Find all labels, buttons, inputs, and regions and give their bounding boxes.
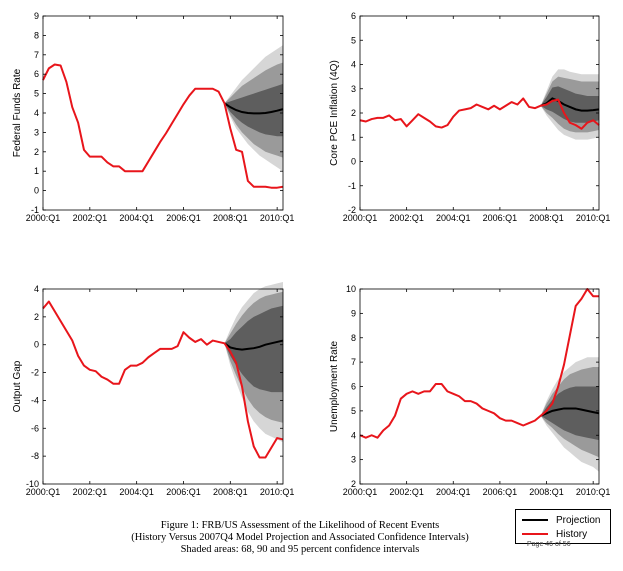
core-pce-ylabel: Core PCE Inflation (4Q): [329, 60, 340, 166]
unemployment-ytick-label: 4: [351, 430, 356, 440]
core-pce-projection-line: [540, 97, 600, 112]
legend-label-projection: Projection: [556, 514, 601, 526]
caption-line-1: Figure 1: FRB/US Assessment of the Likel…: [160, 520, 440, 531]
unemployment-xtick-label: 2002:Q1: [389, 487, 424, 497]
chart-unemployment: 2 3 4 5 6 7 8 9 10 2000:Q1 2002:Q1 2004:Q1 2006:Q1 20…: [329, 284, 610, 497]
output-gap-ytick-label: 4: [34, 284, 39, 294]
core-pce-ytick-label: 5: [351, 35, 356, 45]
core-pce-ytick-label: 4: [351, 60, 356, 70]
fed-funds-xtick-label: 2006:Q1: [166, 213, 201, 223]
unemployment-xtick-label: 2004:Q1: [436, 487, 471, 497]
unemployment-ylabel: Unemployment Rate: [329, 340, 340, 432]
output-gap-xtick-label: 2010:Q1: [260, 487, 295, 497]
unemployment-ytick-label: 7: [351, 357, 356, 367]
output-gap-axes-frame: [42, 288, 284, 485]
unemployment-xtick-label: 2006:Q1: [483, 487, 518, 497]
unemployment-ytick-label: 2: [351, 479, 356, 489]
output-gap-ytick-label: -2: [31, 368, 39, 378]
core-pce-xtick-label: 2002:Q1: [389, 213, 424, 223]
core-pce-xtick-label: 2004:Q1: [436, 213, 471, 223]
chart-output-gap: -10 -8 -6 -4 -2 0 2 4 2000:Q1 2002:Q1 2004:Q1 2006:…: [12, 282, 294, 497]
unemployment-ytick-label: 9: [351, 308, 356, 318]
output-gap-ytick-label: -10: [26, 479, 39, 489]
legend-label-history: History: [556, 528, 588, 540]
core-pce-ytick-label: 1: [351, 132, 356, 142]
fed-funds-ytick-label: 2: [34, 147, 39, 157]
fed-funds-ytick-label: 0: [34, 186, 39, 196]
output-gap-xtick-label: 2002:Q1: [73, 487, 108, 497]
unemployment-ytick-label: 8: [351, 333, 356, 343]
unemployment-history-line: [359, 288, 599, 439]
core-pce-history-line: [359, 97, 600, 130]
fed-funds-projection-line: [223, 102, 284, 115]
output-gap-history-line: [42, 300, 284, 459]
core-pce-xtick-label: 2000:Q1: [343, 213, 378, 223]
output-gap-projection-line: [223, 339, 284, 351]
fed-funds-ytick-label: 1: [34, 166, 39, 176]
unemployment-ytick-label: 6: [351, 382, 356, 392]
core-pce-ytick-label: -2: [348, 205, 356, 215]
figure-caption: Figure 1: FRB/US Assessment of the Likel…: [90, 520, 510, 556]
output-gap-xtick-label: 2000:Q1: [26, 487, 61, 497]
fed-funds-xtick-label: 2004:Q1: [119, 213, 154, 223]
fed-funds-ytick-label: 8: [34, 30, 39, 40]
core-pce-ytick-label: 2: [351, 108, 356, 118]
fed-funds-xtick-label: 2000:Q1: [26, 213, 61, 223]
unemployment-xtick-label: 2008:Q1: [529, 487, 564, 497]
output-gap-ytick-label: -4: [31, 395, 39, 405]
fed-funds-ytick-label: 9: [34, 11, 39, 21]
fed-funds-ytick-label: 5: [34, 89, 39, 99]
caption-line-2: (History Versus 2007Q4 Model Projection …: [131, 532, 469, 543]
fed-funds-history-line: [42, 63, 284, 189]
unemployment-ytick-label: 3: [351, 455, 356, 465]
chart-fed-funds: -1 0 1 2 3 4 5 6 7 8 9 2000:Q1 2002:Q1 2004:Q1 2006:Q1…: [12, 11, 294, 223]
core-pce-xtick-label: 2010:Q1: [576, 213, 611, 223]
output-gap-xtick-label: 2006:Q1: [166, 487, 201, 497]
fed-funds-ytick-label: 6: [34, 69, 39, 79]
page-number: Page 46 of 56: [527, 541, 571, 548]
unemployment-xtick-label: 2000:Q1: [343, 487, 378, 497]
legend-swatch-history: [522, 533, 548, 535]
fed-funds-xtick-label: 2002:Q1: [73, 213, 108, 223]
output-gap-xtick-label: 2008:Q1: [213, 487, 248, 497]
core-pce-ytick-label: 6: [351, 11, 356, 21]
core-pce-ytick-label: 0: [351, 157, 356, 167]
legend-swatch-projection: [522, 519, 548, 521]
unemployment-band-68: [540, 386, 599, 441]
core-pce-xtick-label: 2008:Q1: [529, 213, 564, 223]
fed-funds-ytick-label: 3: [34, 127, 39, 137]
legend-entry-projection: Projection: [522, 514, 600, 526]
fed-funds-ytick-label: 4: [34, 108, 39, 118]
unemployment-ytick-label: 10: [346, 284, 356, 294]
core-pce-xtick-label: 2006:Q1: [483, 213, 518, 223]
core-pce-ytick-label: 3: [351, 84, 356, 94]
fed-funds-xtick-label: 2008:Q1: [213, 213, 248, 223]
unemployment-ytick-label: 5: [351, 406, 356, 416]
fed-funds-ytick-label: -1: [31, 205, 39, 215]
core-pce-ytick-label: -1: [348, 181, 356, 191]
output-gap-ytick-label: 2: [34, 312, 39, 322]
output-gap-ytick-label: -8: [31, 451, 39, 461]
legend-box: Projection History: [515, 509, 611, 544]
fed-funds-ylabel: Federal Funds Rate: [12, 68, 23, 157]
core-pce-band-68: [540, 86, 599, 123]
caption-line-3: Shaded areas: 68, 90 and 95 percent conf…: [180, 544, 420, 555]
legend-entry-history: History: [522, 528, 587, 540]
fed-funds-band-68: [224, 83, 283, 137]
output-gap-xtick-label: 2004:Q1: [119, 487, 154, 497]
output-gap-ytick-label: -6: [31, 423, 39, 433]
output-gap-ytick-label: 0: [34, 340, 39, 350]
unemployment-projection-line: [540, 407, 600, 417]
output-gap-ylabel: Output Gap: [12, 360, 23, 412]
chart-core-pce: -2 -1 0 1 2 3 4 5 6 2000:Q1 2002:Q1 2004:Q1 2006:Q1 2…: [329, 11, 610, 223]
unemployment-xtick-label: 2010:Q1: [576, 487, 611, 497]
fed-funds-xtick-label: 2010:Q1: [260, 213, 295, 223]
fed-funds-ytick-label: 7: [34, 50, 39, 60]
